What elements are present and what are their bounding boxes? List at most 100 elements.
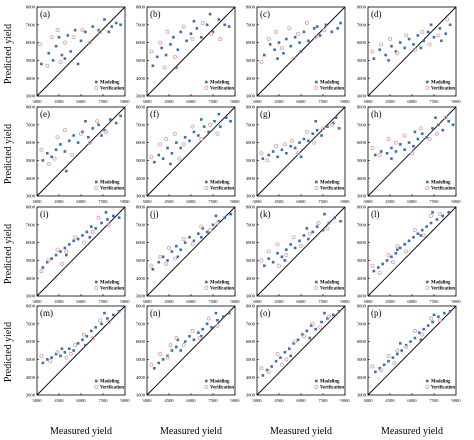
- x-axis-label-col-4: Measured yield: [381, 426, 443, 437]
- modeling-point: [85, 334, 89, 338]
- legend-modeling-marker: [426, 280, 429, 284]
- modeling-point: [100, 322, 103, 326]
- verification-point: [164, 137, 169, 142]
- modeling-point: [72, 134, 75, 137]
- y-tick-label: 7000: [136, 222, 146, 227]
- x-tick-label: 4500: [164, 199, 174, 204]
- modeling-point: [188, 334, 191, 338]
- panel-k: 3000 4500 6000 7500 9000 3000 4000 5000 6000 7000…: [246, 205, 350, 304]
- y-tick-label: 5000: [246, 258, 256, 263]
- modeling-point: [305, 329, 309, 333]
- legend-verification-marker: [94, 285, 99, 290]
- x-tick-label: 3000: [32, 199, 42, 204]
- x-tick-label: 7500: [208, 299, 218, 304]
- y-tick-label: 6000: [357, 140, 367, 145]
- verification-point: [386, 137, 391, 142]
- modeling-point: [321, 228, 325, 232]
- verification-point: [98, 318, 103, 323]
- modeling-point: [110, 25, 114, 28]
- panel-p: 3000 4500 6000 7500 9000 3000 4000 5000 6000 7000…: [357, 304, 461, 403]
- modeling-point: [333, 216, 337, 219]
- x-tick-label: 3000: [252, 199, 262, 204]
- x-tick-label: 4500: [164, 398, 174, 403]
- modeling-point: [179, 146, 183, 150]
- verification-point: [39, 147, 44, 152]
- legend-verification-label: Verification: [100, 87, 124, 92]
- modeling-point: [87, 135, 90, 139]
- y-tick-label: 4000: [357, 276, 367, 281]
- one-to-one-line: [146, 106, 236, 197]
- verification-point: [404, 33, 409, 38]
- modeling-point: [394, 251, 398, 255]
- verification-point: [276, 263, 281, 268]
- modeling-point: [89, 225, 93, 228]
- modeling-point: [307, 39, 310, 43]
- modeling-point: [94, 227, 97, 230]
- verification-point: [282, 142, 287, 147]
- verification-point: [287, 26, 292, 31]
- y-tick-label: 3000: [26, 294, 36, 299]
- modeling-point: [88, 235, 92, 239]
- modeling-point: [326, 317, 329, 320]
- y-tick-label: 5000: [26, 58, 36, 63]
- y-tick-label: 3000: [246, 393, 256, 398]
- verification-point: [39, 269, 44, 274]
- modeling-point: [199, 35, 203, 39]
- x-tick-label: 6000: [186, 99, 196, 104]
- x-tick-label: 9000: [120, 199, 130, 204]
- y-tick-label: 3000: [26, 393, 36, 398]
- verification-point: [420, 332, 425, 337]
- verification-point: [218, 37, 223, 42]
- verification-point: [304, 129, 309, 134]
- verification-point: [199, 137, 204, 142]
- verification-point: [377, 270, 382, 275]
- modeling-point: [448, 310, 452, 313]
- y-tick-label: 5000: [357, 58, 367, 63]
- modeling-point: [54, 44, 58, 48]
- modeling-point: [103, 18, 106, 21]
- modeling-point: [41, 266, 45, 269]
- legend-verification-marker: [425, 185, 430, 190]
- modeling-point: [170, 349, 174, 352]
- x-tick-label: 4500: [54, 398, 64, 403]
- y-tick-label: 7000: [246, 122, 256, 127]
- verification-point: [197, 336, 202, 341]
- legend-modeling-label: Modeling: [210, 181, 230, 186]
- y-tick-label: 4000: [26, 176, 36, 181]
- y-tick-label: 5000: [136, 357, 146, 362]
- modeling-point: [337, 127, 341, 130]
- y-tick-label: 6000: [136, 240, 146, 245]
- modeling-point: [195, 27, 199, 30]
- x-tick-label: 3000: [363, 299, 373, 304]
- modeling-point: [67, 139, 71, 143]
- y-tick-label: 5000: [136, 58, 146, 63]
- one-to-one-line: [36, 206, 126, 297]
- x-tick-label: 6000: [186, 199, 196, 204]
- modeling-point: [84, 119, 87, 123]
- modeling-point: [201, 327, 205, 331]
- x-tick-label: 4500: [274, 398, 284, 403]
- y-tick-label: 4000: [26, 76, 36, 81]
- verification-point: [284, 253, 289, 258]
- modeling-point: [57, 35, 61, 39]
- modeling-point: [229, 212, 232, 216]
- legend-modeling-marker: [205, 180, 208, 184]
- modeling-point: [398, 41, 402, 44]
- modeling-point: [273, 48, 276, 52]
- y-tick-label: 8000: [136, 304, 146, 309]
- panel-d: 3000 4500 6000 7500 9000 3000 4000 5000 6000 7000…: [357, 5, 461, 104]
- verification-point: [190, 242, 195, 247]
- modeling-point: [307, 237, 310, 241]
- modeling-point: [100, 134, 103, 137]
- modeling-point: [398, 246, 402, 250]
- verification-point: [106, 320, 111, 325]
- modeling-point: [59, 143, 62, 146]
- y-tick-label: 6000: [357, 40, 367, 45]
- modeling-point: [292, 342, 295, 345]
- y-tick-label: 3000: [357, 393, 367, 398]
- modeling-point: [320, 320, 323, 324]
- verification-point: [55, 247, 60, 252]
- legend-modeling-label: Modeling: [320, 81, 340, 86]
- modeling-point: [63, 350, 67, 354]
- verification-point: [291, 235, 296, 240]
